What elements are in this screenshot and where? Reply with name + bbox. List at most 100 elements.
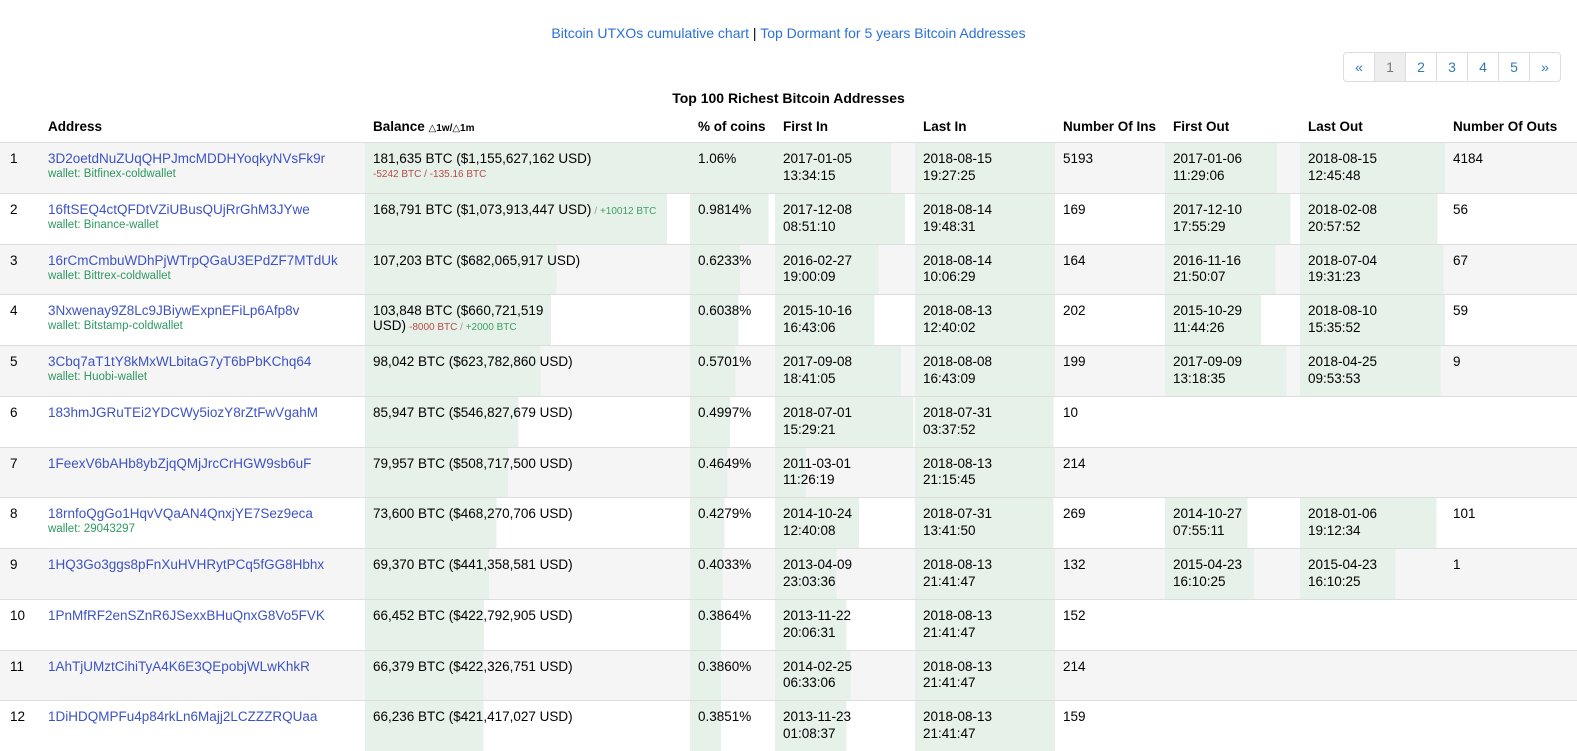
pagination-item-1[interactable]: 1 [1374,52,1406,82]
last-in-cell: 2018-08-08 16:43:09 [915,346,1055,397]
last-out-cell [1300,599,1445,650]
last-out-cell: 2018-02-08 20:57:52 [1300,193,1445,244]
wallet-prefix: wallet: [48,371,84,383]
wallet-link[interactable]: 29043297 [84,523,135,535]
address-link[interactable]: 1DiHDQMPFu4p84rkLn6Majj2LCZZZRQUaa [48,709,317,724]
wallet-link[interactable]: Bitstamp-coldwallet [84,320,183,332]
address-link[interactable]: 3D2oetdNuZUqQHPJmcMDDHYoqkyNVsFk9r [48,151,325,166]
pct-of-coins-cell: 0.3860% [690,650,775,701]
number-of-outs-cell [1445,701,1577,751]
rank-cell: 8 [0,498,40,549]
wallet-prefix: wallet: [48,320,84,332]
number-of-ins-cell: 159 [1055,701,1165,751]
balance-value: 66,452 BTC ($422,792,905 USD) [373,608,573,623]
table-row: 6 183hmJGRuTEi2YDCWy5iozY8rZtFwVgahM 85,… [0,396,1577,447]
address-cell: 1AhTjUMztCihiTyA4K6E3QEpobjWLwKhkR [40,650,365,701]
col-header-rank [0,115,40,143]
address-link[interactable]: 1FeexV6bAHb8ybZjqQMjJrcCrHGW9sb6uF [48,456,311,471]
address-cell: 1PnMfRF2enSZnR6JSexxBHuQnxG8Vo5FVK [40,599,365,650]
number-of-ins-cell: 5193 [1055,143,1165,194]
table-body: 1 3D2oetdNuZUqQHPJmcMDDHYoqkyNVsFk9r wal… [0,143,1577,751]
number-of-ins-cell: 202 [1055,295,1165,346]
rank-cell: 2 [0,193,40,244]
wallet-link[interactable]: Huobi-wallet [84,371,147,383]
address-link[interactable]: 3Cbq7aT1tY8kMxWLbitaG7yT6bPbKChq64 [48,354,311,369]
table-row: 1 3D2oetdNuZUqQHPJmcMDDHYoqkyNVsFk9r wal… [0,143,1577,194]
first-in-cell: 2017-12-08 08:51:10 [775,193,915,244]
balance-delta-segment: -5242 BTC / -135.16 BTC [373,169,486,180]
balance-value: 168,791 BTC ($1,073,913,447 USD) [373,202,591,217]
col-header-number-of-ins: Number Of Ins [1055,115,1165,143]
dormant-addresses-link[interactable]: Top Dormant for 5 years Bitcoin Addresse… [760,25,1025,41]
address-link[interactable]: 18rnfoQgGo1HqvVQaAN4QnxjYE7Sez9eca [48,506,313,521]
pct-of-coins-cell: 0.4649% [690,447,775,498]
pct-of-coins-cell: 1.06% [690,143,775,194]
last-in-cell: 2018-08-13 21:41:47 [915,701,1055,751]
pagination-li: 1 [1375,52,1406,82]
table-row: 11 1AhTjUMztCihiTyA4K6E3QEpobjWLwKhkR 66… [0,650,1577,701]
first-in-cell: 2013-11-23 01:08:37 [775,701,915,751]
wallet-link[interactable]: Binance-wallet [84,219,159,231]
pagination-item-3[interactable]: 3 [1436,52,1468,82]
number-of-outs-cell: 4184 [1445,143,1577,194]
address-link[interactable]: 1HQ3Go3ggs8pFnXuHVHRytPCq5fGG8Hbhx [48,557,324,572]
pct-of-coins-cell: 0.3851% [690,701,775,751]
pagination-item-next[interactable]: » [1529,52,1561,82]
last-out-cell: 2015-04-23 16:10:25 [1300,549,1445,600]
rank-cell: 5 [0,346,40,397]
balance-cell: 181,635 BTC ($1,155,627,162 USD) -5242 B… [365,143,690,194]
address-link[interactable]: 3Nxwenay9Z8Lc9JBiywExpnEFiLp6Afp8v [48,303,299,318]
pct-of-coins-cell: 0.4279% [690,498,775,549]
table-header: Address Balance △1w/△1m % of coins First… [0,115,1577,143]
address-link[interactable]: 16ftSEQ4ctQFDtVZiUBusQUjRrGhM3JYwe [48,202,310,217]
top-nav: Bitcoin UTXOs cumulative chart | Top Dor… [0,0,1577,41]
first-out-cell: 2017-01-06 11:29:06 [1165,143,1300,194]
last-in-cell: 2018-08-14 19:48:31 [915,193,1055,244]
first-out-cell: 2015-04-23 16:10:25 [1165,549,1300,600]
rank-cell: 1 [0,143,40,194]
balance-delta-header: △1w/△1m [429,123,475,134]
pagination-item-2[interactable]: 2 [1405,52,1437,82]
first-out-cell [1165,650,1300,701]
first-in-cell: 2014-02-25 06:33:06 [775,650,915,701]
balance-delta-inline: / +10012 BTC [594,206,656,217]
balance-value: 73,600 BTC ($468,270,706 USD) [373,506,573,521]
col-header-number-of-outs: Number Of Outs [1445,115,1577,143]
balance-cell: 66,236 BTC ($421,417,027 USD) [365,701,690,751]
first-out-cell [1165,599,1300,650]
number-of-ins-cell: 169 [1055,193,1165,244]
last-out-cell: 2018-07-04 19:31:23 [1300,244,1445,295]
balance-delta-segment: / [457,322,465,333]
rank-cell: 12 [0,701,40,751]
number-of-outs-cell [1445,650,1577,701]
address-link[interactable]: 16rCmCmbuWDhPjWTrpQGaU3EPdZF7MTdUk [48,253,338,268]
first-in-cell: 2013-04-09 23:03:36 [775,549,915,600]
pagination-item-4[interactable]: 4 [1467,52,1499,82]
col-header-last-out: Last Out [1300,115,1445,143]
address-link[interactable]: 1AhTjUMztCihiTyA4K6E3QEpobjWLwKhkR [48,659,310,674]
address-cell: 1HQ3Go3ggs8pFnXuHVHRytPCq5fGG8Hbhx [40,549,365,600]
first-out-cell: 2015-10-29 11:44:26 [1165,295,1300,346]
table-row: 3 16rCmCmbuWDhPjWTrpQGaU3EPdZF7MTdUk wal… [0,244,1577,295]
number-of-outs-cell [1445,396,1577,447]
number-of-ins-cell: 152 [1055,599,1165,650]
number-of-outs-cell: 101 [1445,498,1577,549]
first-out-cell [1165,396,1300,447]
first-in-cell: 2014-10-24 12:40:08 [775,498,915,549]
pagination-li: 4 [1468,52,1499,82]
rank-cell: 11 [0,650,40,701]
last-out-cell: 2018-08-10 15:35:52 [1300,295,1445,346]
pagination-item-prev[interactable]: « [1343,52,1375,82]
address-link[interactable]: 1PnMfRF2enSZnR6JSexxBHuQnxG8Vo5FVK [48,608,325,623]
balance-value: 66,236 BTC ($421,417,027 USD) [373,709,573,724]
utxo-chart-link[interactable]: Bitcoin UTXOs cumulative chart [551,25,749,41]
wallet-link[interactable]: Bittrex-coldwallet [84,270,171,282]
address-cell: 3Nxwenay9Z8Lc9JBiywExpnEFiLp6Afp8v walle… [40,295,365,346]
wallet-link[interactable]: Bitfinex-coldwallet [84,168,176,180]
table-row: 9 1HQ3Go3ggs8pFnXuHVHRytPCq5fGG8Hbhx 69,… [0,549,1577,600]
wallet-label: wallet: Bitstamp-coldwallet [48,320,357,332]
pagination-item-5[interactable]: 5 [1498,52,1530,82]
address-cell: 3Cbq7aT1tY8kMxWLbitaG7yT6bPbKChq64 walle… [40,346,365,397]
address-link[interactable]: 183hmJGRuTEi2YDCWy5iozY8rZtFwVgahM [48,405,318,420]
